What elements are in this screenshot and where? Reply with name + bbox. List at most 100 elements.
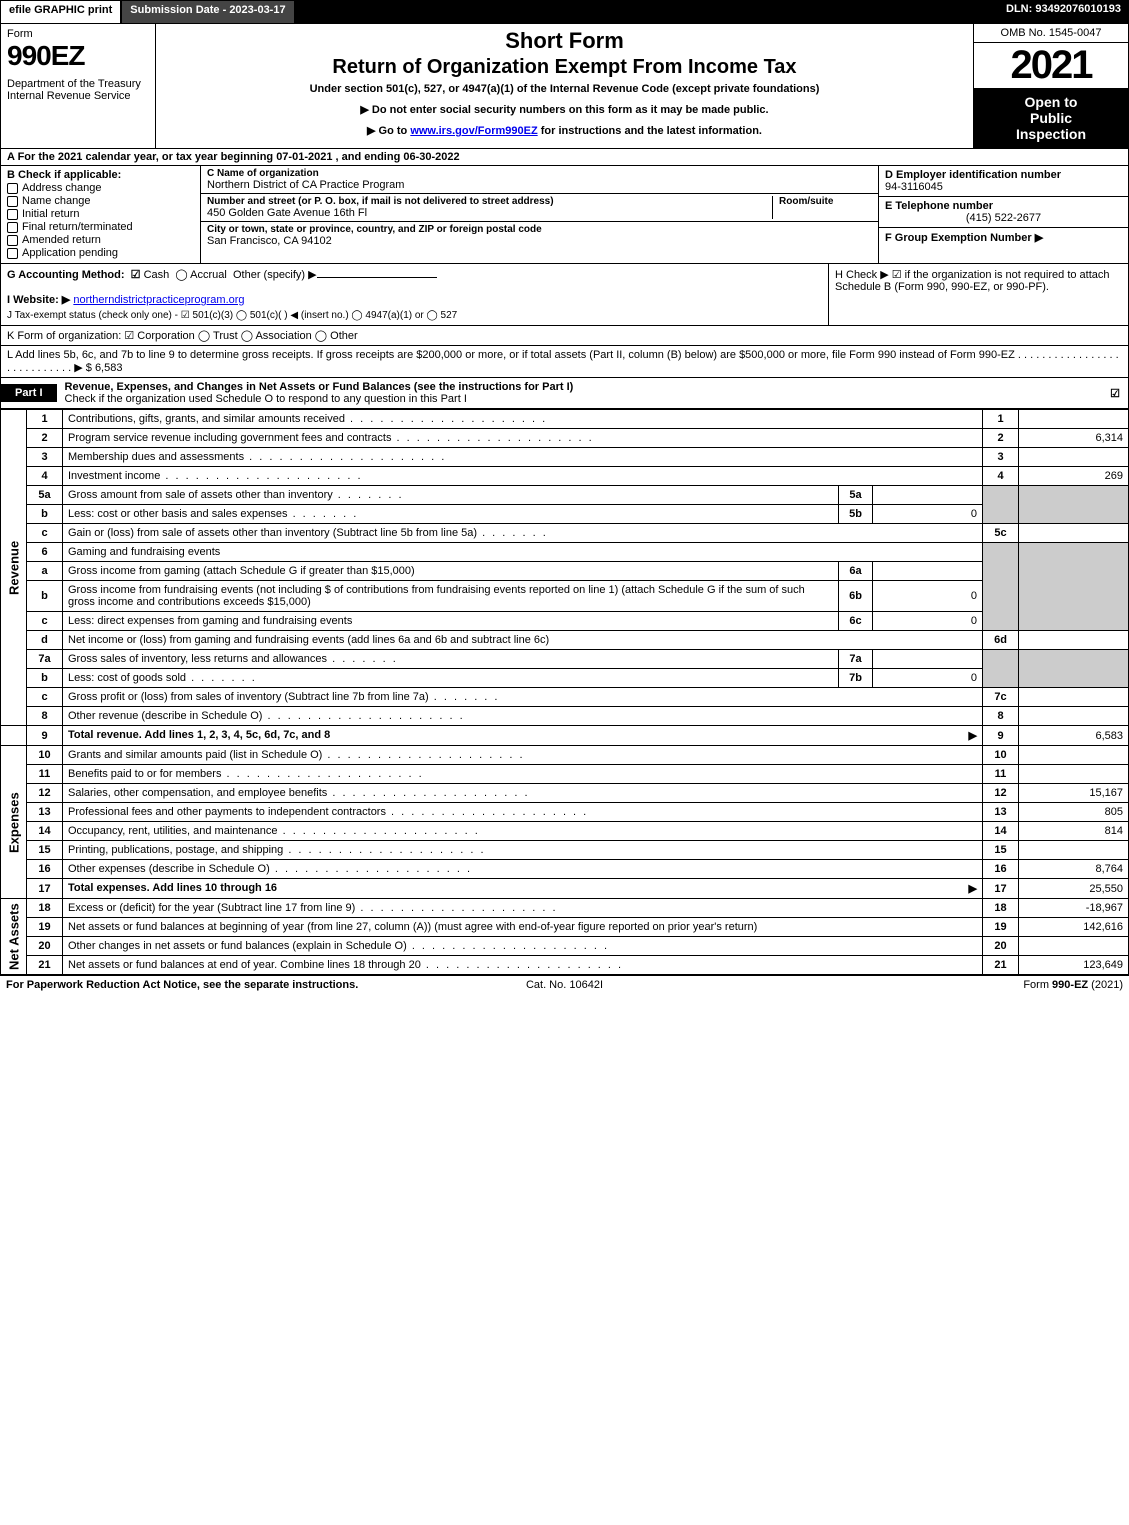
- part-i-checkbox[interactable]: ☑: [1110, 387, 1128, 400]
- netassets-sidelabel: Net Assets: [1, 899, 27, 975]
- part-i-tab: Part I: [1, 384, 57, 402]
- l1-desc: Contributions, gifts, grants, and simila…: [63, 410, 983, 429]
- submission-date: Submission Date - 2023-03-17: [121, 0, 294, 24]
- l18-num: 18: [27, 899, 63, 918]
- l6d-desc: Net income or (loss) from gaming and fun…: [63, 631, 983, 650]
- l15-val: [1019, 841, 1129, 860]
- g-cash: Cash: [144, 269, 170, 281]
- section-g: G Accounting Method: ☑ Cash ◯ Accrual Ot…: [7, 268, 822, 281]
- l12-val: 15,167: [1019, 784, 1129, 803]
- l-value: 6,583: [95, 362, 123, 374]
- l15-desc: Printing, publications, postage, and shi…: [63, 841, 983, 860]
- part-i-title-text: Revenue, Expenses, and Changes in Net As…: [65, 381, 574, 393]
- l6a-num: a: [27, 562, 63, 581]
- line-6c: c Less: direct expenses from gaming and …: [1, 612, 1129, 631]
- l16-desc: Other expenses (describe in Schedule O): [63, 860, 983, 879]
- org-name-row: C Name of organization Northern District…: [201, 166, 878, 194]
- checkbox-address-change[interactable]: Address change: [7, 182, 194, 194]
- under-section: Under section 501(c), 527, or 4947(a)(1)…: [164, 83, 965, 95]
- cb-label-4: Amended return: [22, 234, 101, 246]
- section-j: J Tax-exempt status (check only one) - ☑…: [7, 310, 822, 321]
- section-h: H Check ▶ ☑ if the organization is not r…: [828, 264, 1128, 325]
- checkbox-final-return[interactable]: Final return/terminated: [7, 221, 194, 233]
- check-icon: ☑: [1110, 388, 1120, 400]
- l7ab-shade: [983, 650, 1019, 688]
- checkbox-application-pending[interactable]: Application pending: [7, 247, 194, 259]
- l2-num: 2: [27, 429, 63, 448]
- g-other-input[interactable]: [317, 277, 437, 278]
- l12-num: 12: [27, 784, 63, 803]
- l8-desc: Other revenue (describe in Schedule O): [63, 707, 983, 726]
- part-i-subtitle: Check if the organization used Schedule …: [65, 393, 467, 405]
- line-15: 15 Printing, publications, postage, and …: [1, 841, 1129, 860]
- l7ab-shade-val: [1019, 650, 1129, 688]
- efile-label: efile GRAPHIC print: [0, 0, 121, 24]
- l5a-num: 5a: [27, 486, 63, 505]
- l11-val: [1019, 765, 1129, 784]
- l16-box: 16: [983, 860, 1019, 879]
- l5c-box: 5c: [983, 524, 1019, 543]
- return-title: Return of Organization Exempt From Incom…: [164, 56, 965, 79]
- l15-num: 15: [27, 841, 63, 860]
- l14-box: 14: [983, 822, 1019, 841]
- line-7b: b Less: cost of goods sold 7b 0: [1, 669, 1129, 688]
- l21-desc: Net assets or fund balances at end of ye…: [63, 956, 983, 975]
- l2-desc: Program service revenue including govern…: [63, 429, 983, 448]
- irs-link[interactable]: www.irs.gov/Form990EZ: [410, 125, 537, 137]
- checkbox-name-change[interactable]: Name change: [7, 195, 194, 207]
- checkbox-initial-return[interactable]: Initial return: [7, 208, 194, 220]
- l14-num: 14: [27, 822, 63, 841]
- l17-box: 17: [983, 879, 1019, 899]
- part-i-table: Revenue 1 Contributions, gifts, grants, …: [0, 409, 1129, 975]
- line-11: 11 Benefits paid to or for members 11: [1, 765, 1129, 784]
- section-l: L Add lines 5b, 6c, and 7b to line 9 to …: [0, 346, 1129, 378]
- l5c-desc: Gain or (loss) from sale of assets other…: [63, 524, 983, 543]
- line-19: 19 Net assets or fund balances at beginn…: [1, 918, 1129, 937]
- l18-box: 18: [983, 899, 1019, 918]
- l7b-desc: Less: cost of goods sold: [63, 669, 839, 688]
- l9-box: 9: [983, 726, 1019, 746]
- l8-num: 8: [27, 707, 63, 726]
- section-k: K Form of organization: ☑ Corporation ◯ …: [0, 326, 1129, 346]
- l9-num: 9: [27, 726, 63, 746]
- org-name-label: C Name of organization: [207, 168, 872, 179]
- checkbox-amended-return[interactable]: Amended return: [7, 234, 194, 246]
- footer-cat: Cat. No. 10642I: [378, 979, 750, 991]
- form-number: 990EZ: [7, 40, 149, 72]
- line-3: 3 Membership dues and assessments 3: [1, 448, 1129, 467]
- meta-block: B Check if applicable: Address change Na…: [0, 166, 1129, 264]
- form-word: Form: [7, 28, 149, 40]
- line-6d: d Net income or (loss) from gaming and f…: [1, 631, 1129, 650]
- l10-val: [1019, 746, 1129, 765]
- org-name: Northern District of CA Practice Program: [207, 179, 872, 191]
- l5ab-shade-val: [1019, 486, 1129, 524]
- section-def: D Employer identification number 94-3116…: [878, 166, 1128, 263]
- l6b-sn: 6b: [839, 581, 873, 612]
- l17-arrow-icon: ▶: [969, 882, 977, 895]
- l14-val: 814: [1019, 822, 1129, 841]
- l7b-sv: 0: [873, 669, 983, 688]
- city-row: City or town, state or province, country…: [201, 222, 878, 249]
- line-7a: 7a Gross sales of inventory, less return…: [1, 650, 1129, 669]
- website-link[interactable]: northerndistrictpracticeprogram.org: [73, 294, 244, 306]
- city: San Francisco, CA 94102: [207, 235, 872, 247]
- line-9: 9 Total revenue. Add lines 1, 2, 3, 4, 5…: [1, 726, 1129, 746]
- footer-formref: Form 990-EZ (2021): [751, 979, 1123, 991]
- phone: (415) 522-2677: [885, 212, 1122, 224]
- l7a-desc: Gross sales of inventory, less returns a…: [63, 650, 839, 669]
- l21-box: 21: [983, 956, 1019, 975]
- goto-pre: ▶ Go to: [367, 125, 410, 137]
- l17-desc-text: Total expenses. Add lines 10 through 16: [68, 882, 277, 894]
- l9-desc-text: Total revenue. Add lines 1, 2, 3, 4, 5c,…: [68, 729, 330, 741]
- page-footer: For Paperwork Reduction Act Notice, see …: [0, 975, 1129, 994]
- l6d-num: d: [27, 631, 63, 650]
- l5b-desc: Less: cost or other basis and sales expe…: [63, 505, 839, 524]
- omb-number: OMB No. 1545-0047: [974, 24, 1128, 43]
- l4-num: 4: [27, 467, 63, 486]
- l12-desc: Salaries, other compensation, and employ…: [63, 784, 983, 803]
- ssn-warning: ▶ Do not enter social security numbers o…: [164, 103, 965, 116]
- l5c-val: [1019, 524, 1129, 543]
- l14-desc: Occupancy, rent, utilities, and maintena…: [63, 822, 983, 841]
- l4-val: 269: [1019, 467, 1129, 486]
- l-text: L Add lines 5b, 6c, and 7b to line 9 to …: [7, 349, 1119, 374]
